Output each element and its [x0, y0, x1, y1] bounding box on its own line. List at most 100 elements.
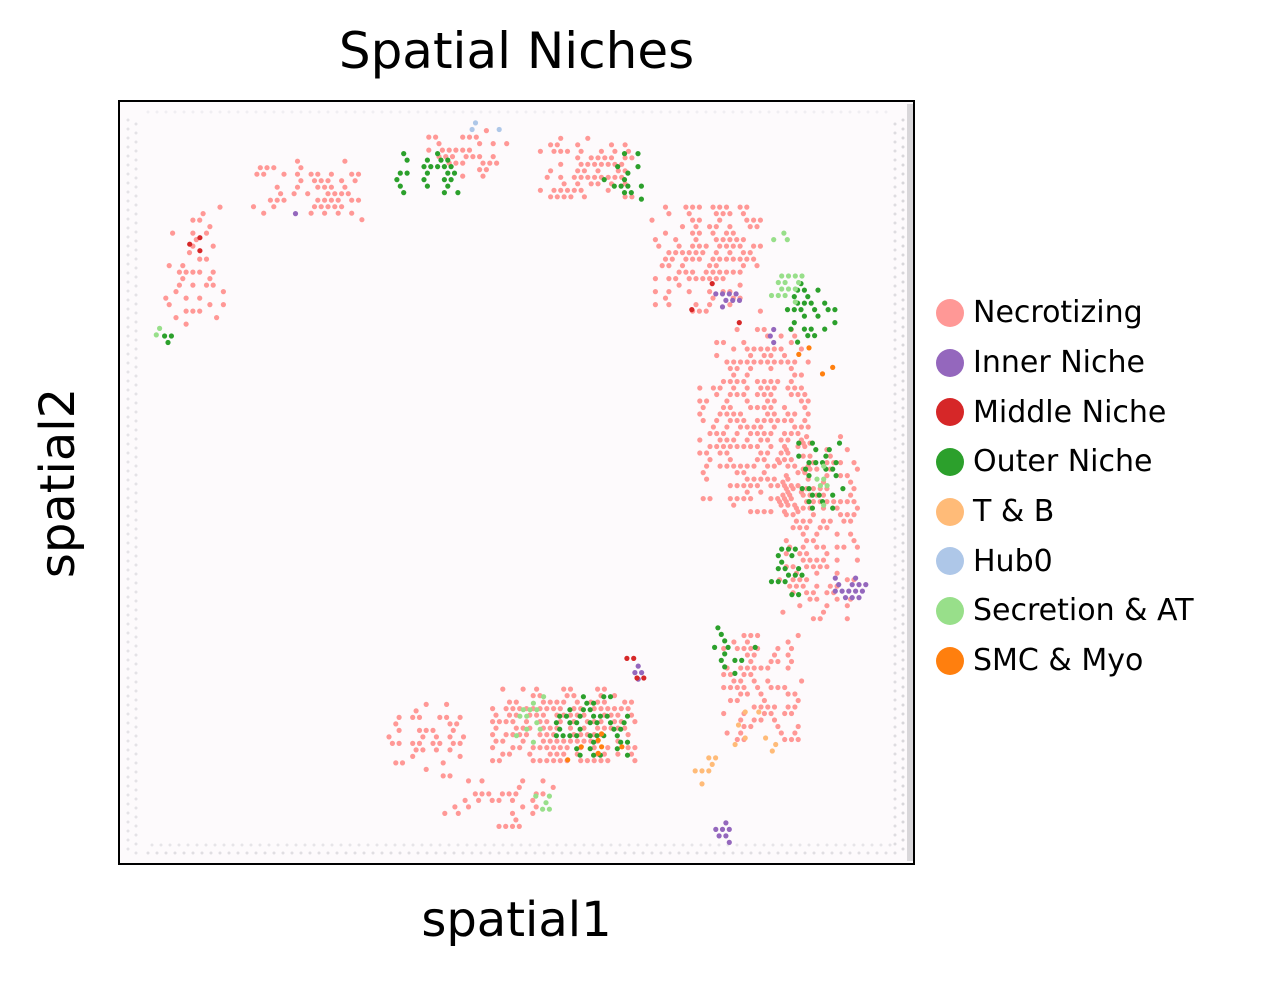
scatter-point — [799, 486, 805, 492]
scatter-point — [547, 751, 553, 757]
scatter-point — [311, 204, 318, 210]
scatter-point — [662, 230, 669, 236]
background-spot — [901, 586, 905, 590]
scatter-point — [792, 372, 798, 378]
scatter-point — [397, 183, 403, 189]
scatter-point — [558, 161, 564, 167]
scatter-point — [758, 359, 764, 365]
background-spot — [901, 127, 905, 131]
background-spot — [699, 843, 703, 847]
background-spot — [893, 347, 897, 351]
background-spot — [816, 843, 820, 847]
scatter-point — [834, 557, 840, 563]
scatter-point — [771, 237, 777, 243]
background-spot — [623, 110, 627, 114]
scatter-point — [841, 544, 847, 550]
scatter-point — [551, 148, 557, 154]
scatter-point — [713, 826, 719, 833]
background-spot — [134, 779, 138, 783]
scatter-point — [550, 784, 556, 791]
background-spot — [134, 212, 138, 216]
scatter-point — [717, 217, 723, 223]
background-spot — [506, 110, 510, 114]
background-spot — [126, 802, 130, 806]
background-spot — [276, 843, 280, 847]
background-spot — [380, 110, 384, 114]
scatter-point — [530, 810, 536, 817]
scatter-point — [730, 243, 736, 249]
scatter-point — [520, 707, 526, 713]
scatter-point — [803, 466, 809, 472]
legend-label: Hub0 — [973, 543, 1053, 579]
background-spot — [893, 707, 897, 711]
scatter-point — [328, 197, 334, 203]
scatter-point — [200, 211, 206, 217]
scatter-point — [731, 502, 737, 508]
scatter-point — [720, 378, 727, 385]
scatter-point — [724, 450, 730, 456]
background-spot — [870, 843, 874, 847]
scatter-point — [736, 297, 743, 303]
background-spot — [901, 667, 905, 671]
scatter-point — [721, 671, 727, 678]
scatter-point — [817, 525, 823, 531]
background-spot — [126, 523, 130, 527]
scatter-point — [785, 437, 791, 443]
background-spot — [126, 271, 130, 275]
background-spot — [901, 514, 905, 518]
background-spot — [587, 851, 591, 855]
scatter-point — [713, 755, 719, 761]
scatter-point — [792, 286, 798, 292]
background-spot — [893, 365, 897, 369]
background-spot — [901, 577, 905, 581]
background-spot — [134, 149, 138, 153]
scatter-point — [619, 744, 625, 750]
scatter-point — [166, 302, 172, 308]
background-spot — [126, 550, 130, 554]
scatter-point — [506, 699, 513, 705]
scatter-point — [186, 250, 193, 256]
scatter-point — [499, 791, 505, 797]
scatter-point — [734, 365, 740, 372]
scatter-point — [534, 707, 540, 713]
background-spot — [126, 127, 130, 131]
scatter-point — [558, 135, 564, 141]
scatter-point — [190, 308, 196, 314]
scatter-point — [768, 378, 774, 385]
scatter-point — [540, 712, 546, 718]
scatter-point — [523, 719, 530, 725]
scatter-point — [724, 730, 730, 736]
scatter-point — [183, 269, 189, 275]
background-spot — [901, 433, 905, 437]
scatter-point — [294, 184, 301, 190]
background-spot — [825, 843, 829, 847]
background-spot — [236, 110, 240, 114]
background-spot — [443, 110, 447, 114]
background-spot — [901, 640, 905, 644]
scatter-point — [792, 730, 798, 736]
scatter-point — [554, 738, 560, 744]
background-spot — [126, 730, 130, 734]
scatter-point — [469, 126, 475, 133]
background-spot — [901, 226, 905, 230]
background-spot — [134, 338, 138, 342]
scatter-point — [795, 632, 801, 639]
scatter-point — [574, 720, 580, 726]
scatter-point — [765, 398, 771, 404]
scatter-point — [187, 241, 193, 247]
background-spot — [893, 662, 897, 666]
background-spot — [821, 110, 825, 114]
scatter-point — [754, 430, 761, 437]
scatter-point — [571, 187, 577, 193]
background-spot — [901, 154, 905, 158]
background-spot — [126, 199, 130, 203]
scatter-point — [734, 326, 740, 333]
scatter-point — [451, 170, 458, 176]
scatter-points — [153, 120, 869, 846]
scatter-point — [736, 320, 742, 326]
scatter-point — [720, 430, 727, 437]
scatter-point — [561, 181, 567, 187]
background-spot — [134, 833, 138, 837]
scatter-point — [203, 230, 210, 236]
scatter-point — [758, 717, 764, 723]
